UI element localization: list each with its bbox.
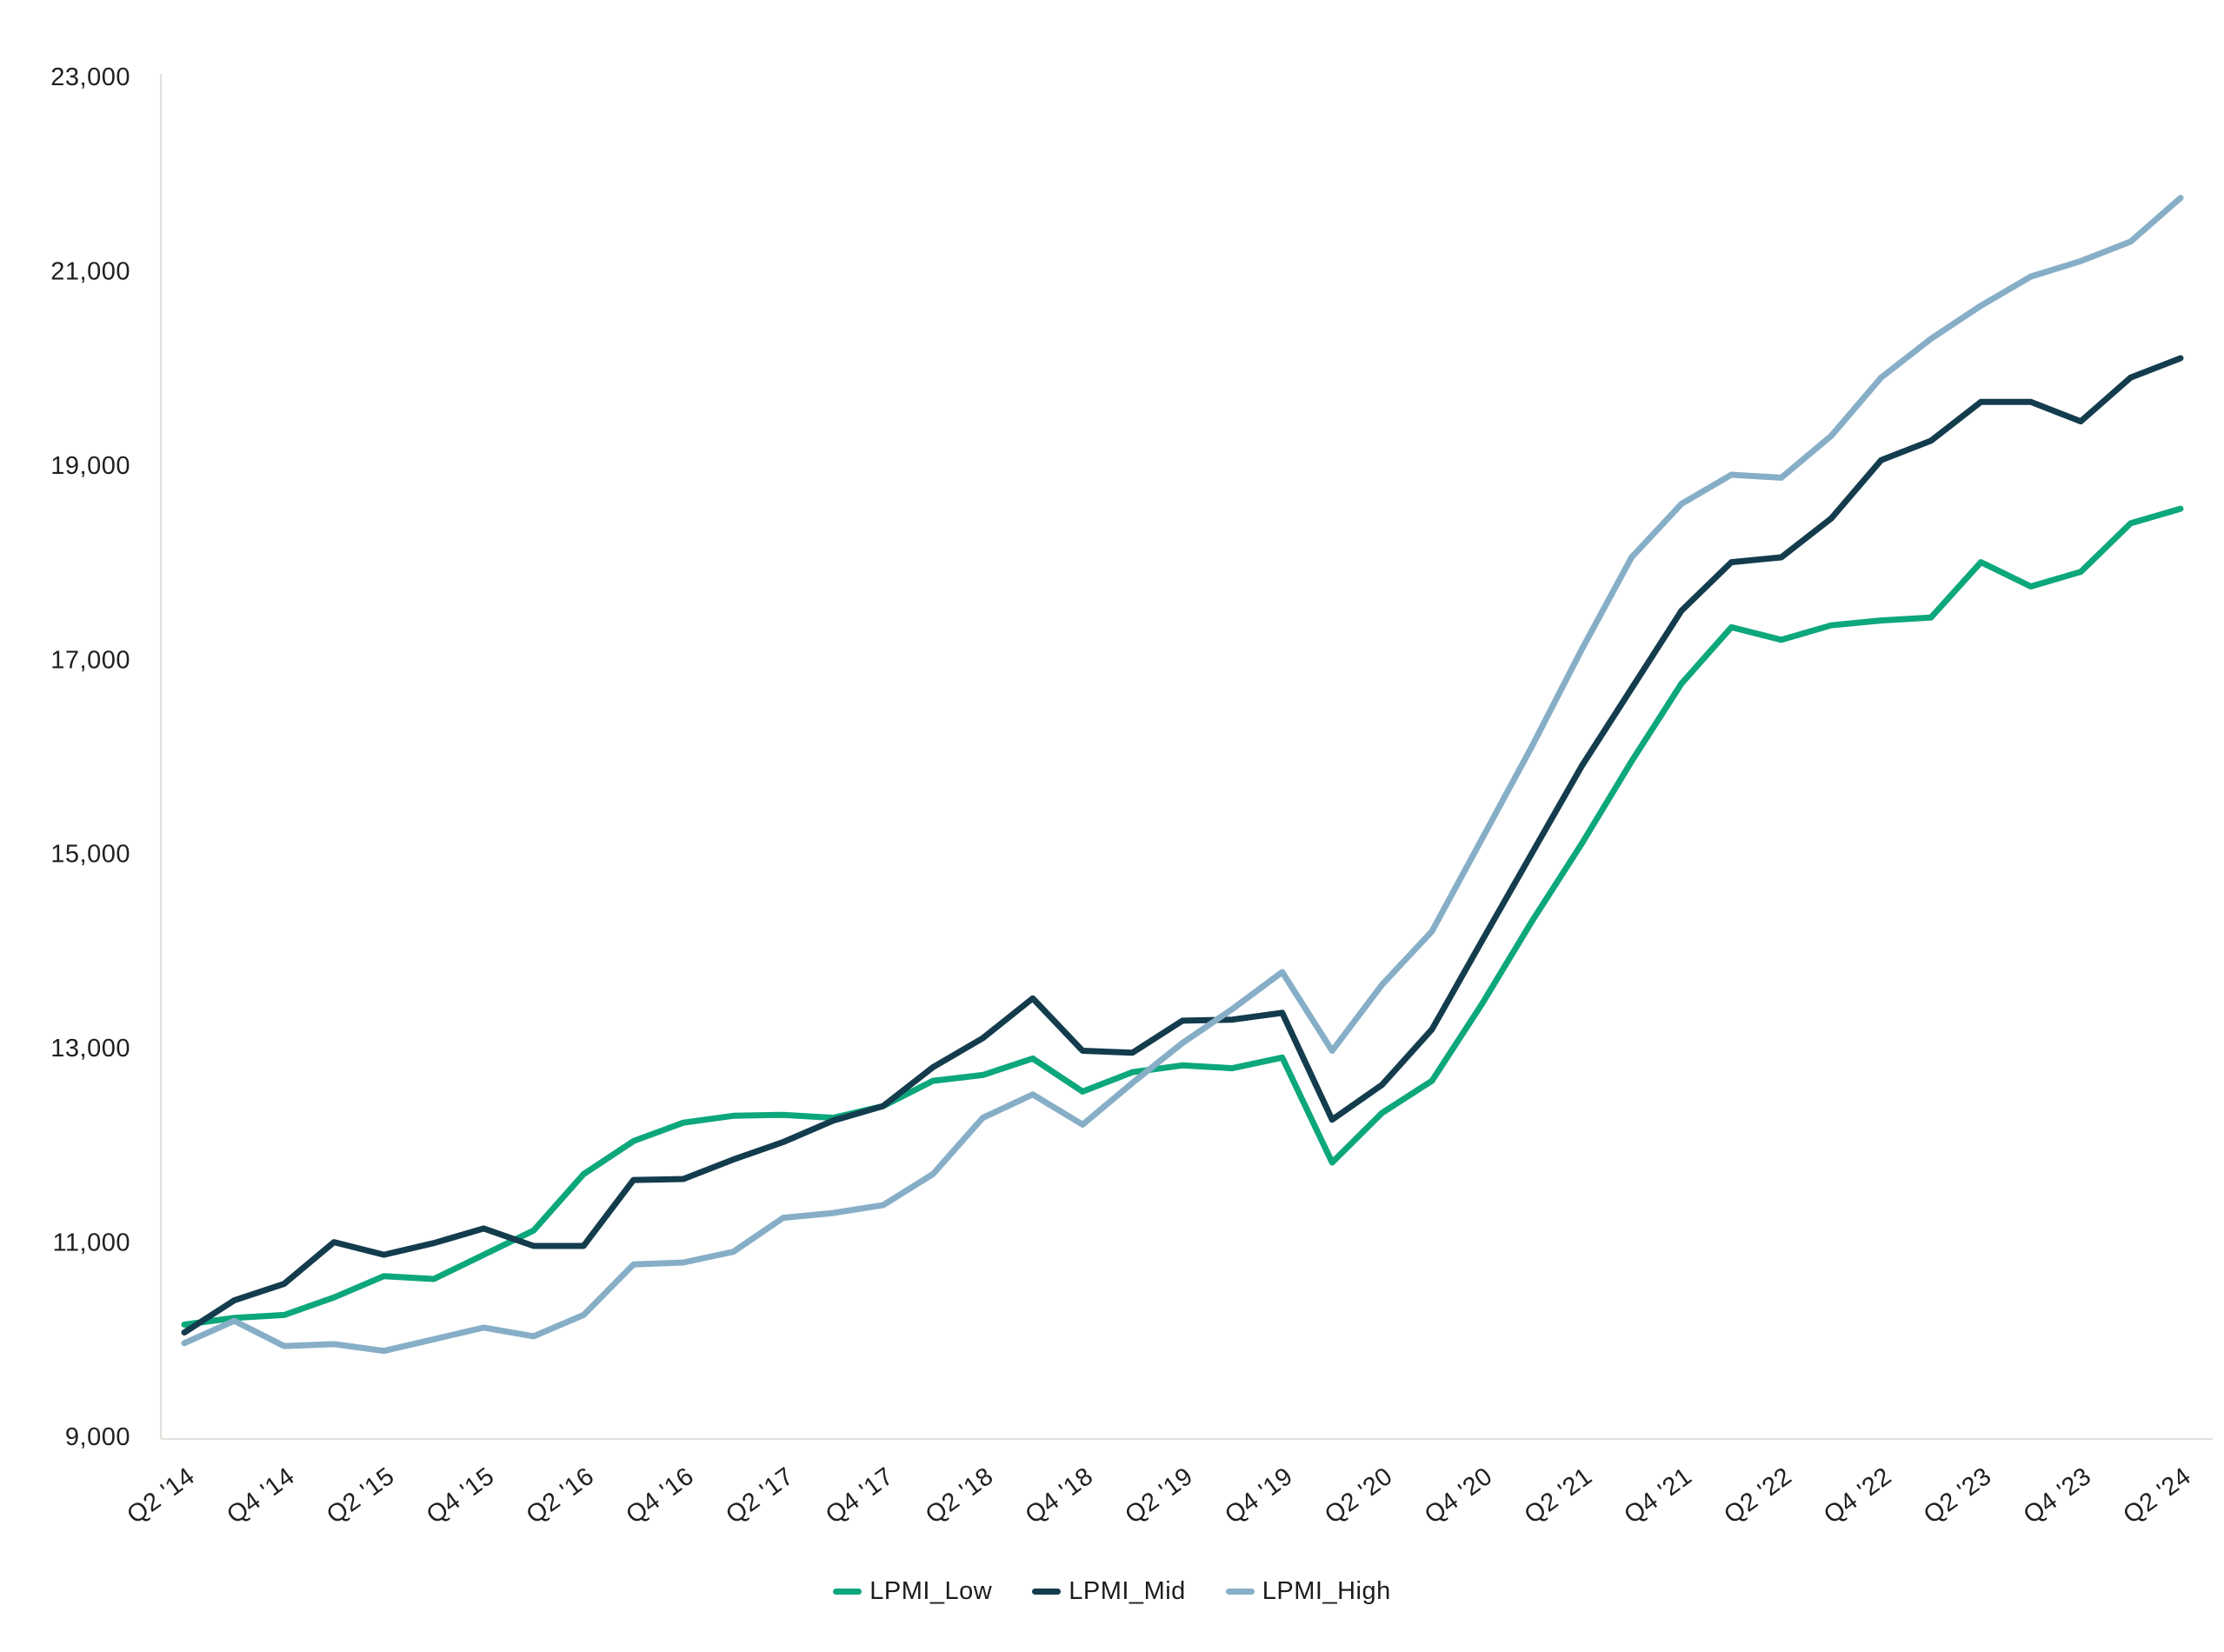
legend-swatch-lpmi-mid — [1032, 1589, 1062, 1595]
legend-label-lpmi-mid: LPMI_Mid — [1069, 1577, 1186, 1605]
x-tick-label: Q4 '21 — [1619, 1462, 1697, 1529]
y-tick-label: 15,000 — [50, 841, 130, 869]
legend-swatch-lpmi-high — [1225, 1589, 1255, 1595]
x-tick-label: Q4 '15 — [422, 1462, 500, 1529]
x-tick-label: Q2 '19 — [1120, 1462, 1198, 1529]
series-line-lpmi_mid — [181, 355, 2184, 1336]
x-tick-label: Q4 '17 — [821, 1462, 899, 1529]
x-tick-label: Q2 '23 — [1919, 1462, 1997, 1529]
legend-swatch-lpmi-low — [833, 1589, 862, 1595]
x-tick-label: Q2 '15 — [322, 1462, 400, 1529]
legend-label-lpmi-high: LPMI_High — [1262, 1577, 1391, 1605]
x-tick-label: Q4 '14 — [222, 1462, 300, 1529]
y-tick-label: 21,000 — [50, 257, 130, 285]
series-line-lpmi_low — [181, 505, 2184, 1328]
x-tick-label: Q4 '18 — [1021, 1462, 1099, 1529]
y-tick-label: 13,000 — [50, 1035, 130, 1062]
x-tick-label: Q2 '16 — [522, 1462, 600, 1529]
x-tick-label: Q2 '17 — [721, 1462, 799, 1529]
x-tick-label: Q4 '19 — [1220, 1462, 1298, 1529]
y-tick-label: 23,000 — [50, 63, 130, 91]
chart-legend: LPMI_Low LPMI_Mid LPMI_High — [0, 1577, 2224, 1606]
x-tick-label: Q4 '23 — [2019, 1462, 2097, 1529]
legend-item-lpmi-low: LPMI_Low — [833, 1577, 992, 1606]
x-tick-label: Q2 '22 — [1719, 1462, 1797, 1529]
x-tick-label: Q2 '14 — [122, 1462, 200, 1529]
x-tick-label: Q2 '21 — [1520, 1462, 1598, 1529]
x-tick-label: Q2 '18 — [921, 1462, 999, 1529]
y-tick-label: 19,000 — [50, 452, 130, 480]
y-tick-label: 9,000 — [65, 1423, 130, 1451]
x-tick-label: Q2 '20 — [1320, 1462, 1398, 1529]
x-tick-label: Q4 '20 — [1420, 1462, 1498, 1529]
x-tick-label: Q4 '16 — [621, 1462, 699, 1529]
x-tick-label: Q4 '22 — [1819, 1462, 1897, 1529]
legend-item-lpmi-mid: LPMI_Mid — [1032, 1577, 1186, 1606]
y-tick-label: 11,000 — [52, 1229, 130, 1257]
legend-item-lpmi-high: LPMI_High — [1225, 1577, 1391, 1606]
y-tick-label: 17,000 — [50, 646, 130, 674]
legend-label-lpmi-low: LPMI_Low — [869, 1577, 993, 1605]
series-line-lpmi_high — [181, 195, 2184, 1355]
x-tick-label: Q2 '24 — [2118, 1462, 2196, 1529]
